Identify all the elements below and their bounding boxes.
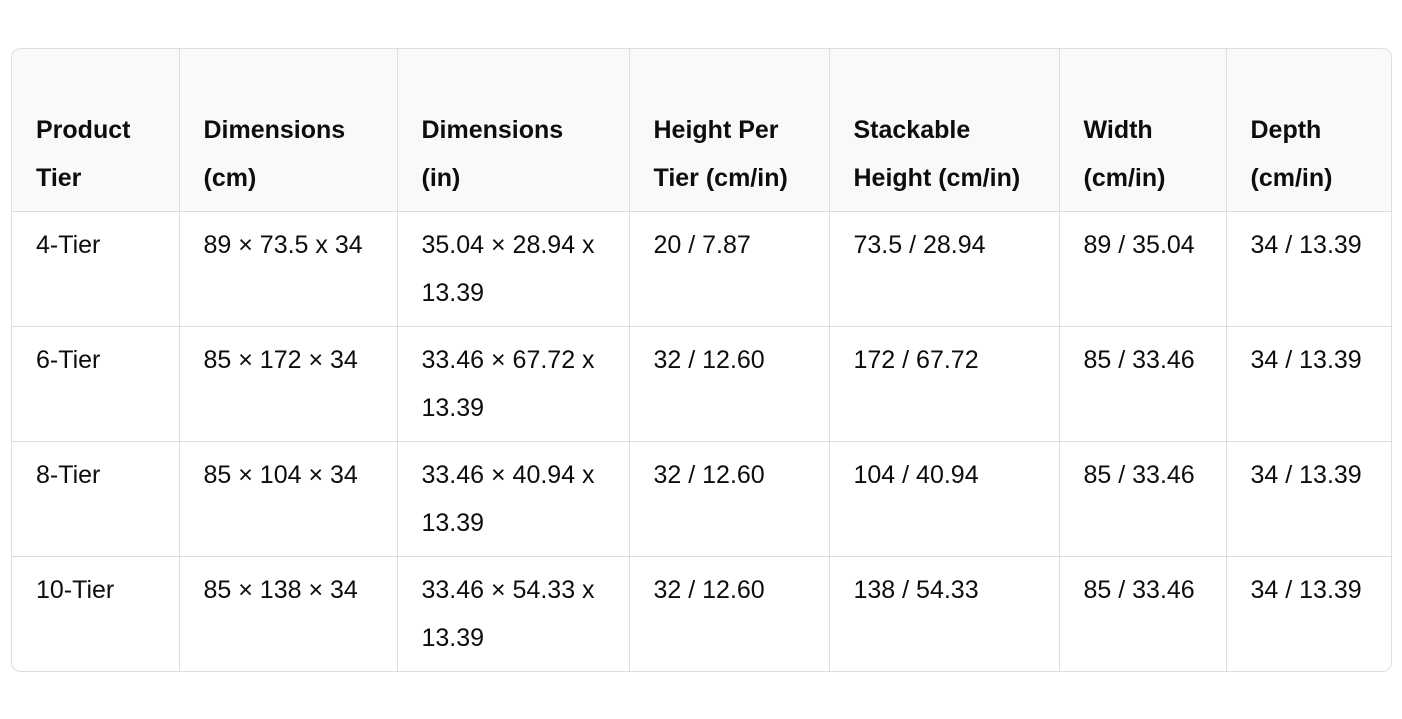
table-cell: 85 × 172 × 34 (178, 326, 397, 442)
table-row: 10-Tier 85 × 138 × 34 33.46 × 54.33 x 13.3… (12, 556, 1391, 671)
table-cell: 8-Tier (12, 441, 179, 557)
table-cell: 85 / 33.46 (1058, 556, 1226, 671)
header-cell: Dimensions (in) (396, 49, 629, 212)
table-cell: 33.46 × 40.94 x 13.39 (396, 441, 629, 557)
table-cell: 32 / 12.60 (628, 326, 829, 442)
table-cell: 33.46 × 67.72 x 13.39 (396, 326, 629, 442)
table-cell: 20 / 7.87 (628, 211, 829, 327)
table-cell: 4-Tier (12, 211, 179, 327)
table-cell: 85 × 138 × 34 (178, 556, 397, 671)
table-row: 4-Tier 89 × 73.5 x 34 35.04 × 28.94 x 13.3… (12, 211, 1391, 327)
table-cell: 138 / 54.33 (828, 556, 1059, 671)
table-cell: 34 / 13.39 (1225, 326, 1391, 442)
table-cell: 34 / 13.39 (1225, 211, 1391, 327)
table-cell: 85 / 33.46 (1058, 326, 1226, 442)
header-cell: Dimensions (cm) (178, 49, 397, 212)
table-cell: 89 × 73.5 x 34 (178, 211, 397, 327)
table-cell: 34 / 13.39 (1225, 556, 1391, 671)
table-cell: 172 / 67.72 (828, 326, 1059, 442)
header-cell: Stackable Height (cm/in) (828, 49, 1059, 212)
table-cell: 35.04 × 28.94 x 13.39 (396, 211, 629, 327)
table-cell: 34 / 13.39 (1225, 441, 1391, 557)
table-container: Product Tier Dimensions (cm) Dimensions (i… (11, 48, 1392, 672)
table-cell: 33.46 × 54.33 x 13.39 (396, 556, 629, 671)
table-cell: 89 / 35.04 (1058, 211, 1226, 327)
table-row: 8-Tier 85 × 104 × 34 33.46 × 40.94 x 13.39… (12, 441, 1391, 557)
table-cell: 32 / 12.60 (628, 556, 829, 671)
table-cell: 104 / 40.94 (828, 441, 1059, 557)
table-cell: 6-Tier (12, 326, 179, 442)
header-cell: Width (cm/in) (1058, 49, 1226, 212)
table-cell: 73.5 / 28.94 (828, 211, 1059, 327)
table-cell: 10-Tier (12, 556, 179, 671)
table-body: 4-Tier 89 × 73.5 x 34 35.04 × 28.94 x 13.3… (12, 211, 1391, 671)
table-cell: 32 / 12.60 (628, 441, 829, 557)
table-header: Product Tier Dimensions (cm) Dimensions (i… (12, 49, 1391, 212)
table-cell: 85 / 33.46 (1058, 441, 1226, 557)
header-cell: Product Tier (12, 49, 179, 212)
header-cell: Depth (cm/in) (1225, 49, 1391, 212)
table: Product Tier Dimensions (cm) Dimensions (i… (12, 49, 1391, 671)
table-row: 6-Tier 85 × 172 × 34 33.46 × 67.72 x 13.39… (12, 326, 1391, 442)
header-cell: Height Per Tier (cm/in) (628, 49, 829, 212)
table-cell: 85 × 104 × 34 (178, 441, 397, 557)
header-row: Product Tier Dimensions (cm) Dimensions (i… (12, 49, 1391, 212)
